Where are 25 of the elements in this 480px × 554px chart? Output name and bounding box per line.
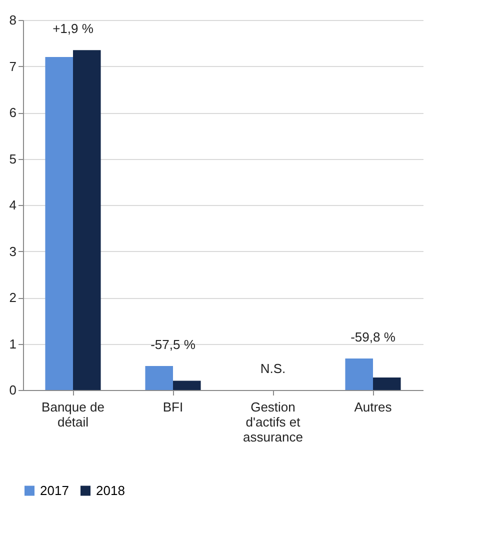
annotation: -59,8 % <box>350 330 396 345</box>
y-tick-label: 2 <box>9 290 16 305</box>
bar <box>73 50 101 390</box>
x-tick-label: Autres <box>354 400 392 414</box>
bar <box>173 380 201 390</box>
bar <box>145 366 173 390</box>
legend-label: 2018 <box>96 482 125 498</box>
y-tick-label: 3 <box>9 244 16 259</box>
x-tick-label: Gestion d'actifs et assurance <box>243 400 303 444</box>
y-tick-label: 7 <box>9 58 16 74</box>
annotation: -57,5 % <box>150 336 196 352</box>
legend-label: 2017 <box>40 482 69 498</box>
y-tick-label: 1 <box>9 336 16 352</box>
annotation: N.S. <box>260 361 286 376</box>
bar <box>45 57 73 390</box>
x-tick-label: BFI <box>162 400 184 414</box>
y-tick-label: 5 <box>9 151 16 166</box>
y-tick-label: 0 <box>9 382 16 398</box>
y-tick-label: 6 <box>9 105 16 120</box>
bar <box>373 378 401 390</box>
y-tick-label: 8 <box>9 12 16 28</box>
x-tick-label: Banque de détail <box>42 400 104 430</box>
bar <box>345 358 373 390</box>
y-tick-label: 4 <box>9 198 16 212</box>
annotation: +1,9 % <box>52 21 94 36</box>
